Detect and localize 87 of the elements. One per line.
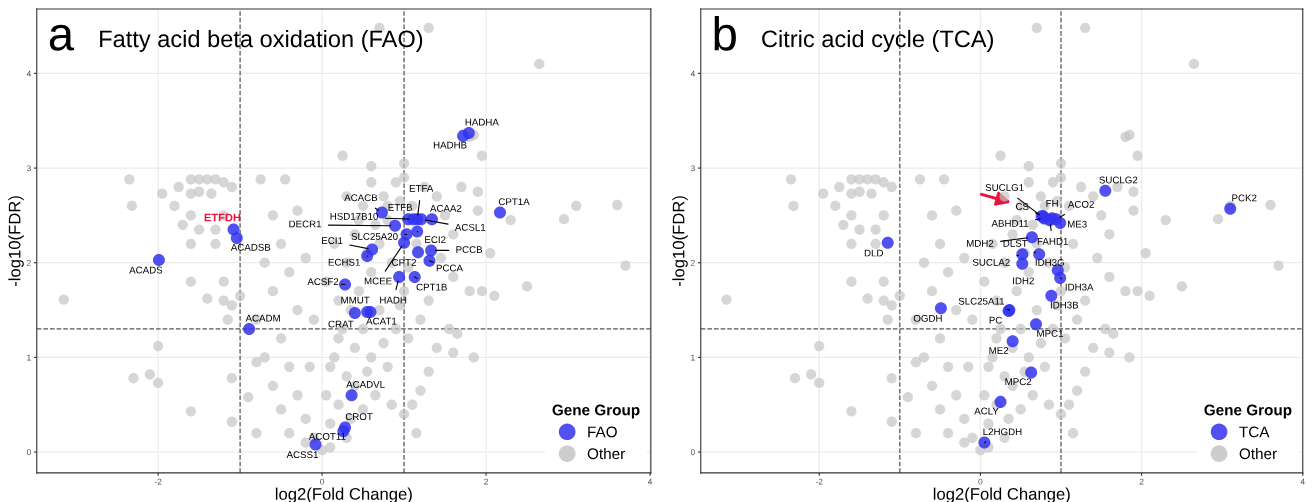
data-label: ME2 [989,347,1009,354]
y-tick-label: 3 [26,165,31,172]
data-label: CROT [345,413,373,421]
x-tick-label: 0 [978,478,983,485]
legend-title: Gene Group [552,404,640,419]
data-label: ACSS1 [286,451,318,459]
data-label: ECI2 [425,236,446,244]
data-label: PC [989,316,1002,324]
data-label: ECHS1 [328,258,360,266]
data-label: PCCA [436,264,463,272]
legend-label: FAO [588,426,617,438]
data-label: DECR1 [289,220,322,228]
data-label: ABHD11 [991,220,1029,227]
data-label: MPC2 [1005,378,1032,386]
data-label: ACADVL [346,380,385,388]
data-label: IDH3A [1065,283,1094,291]
data-label: PCK2 [1232,194,1257,202]
text: Fatty acid beta oxidation (FAO) [100,29,423,52]
data-label: FH [1046,200,1058,207]
data-label: ACOT11 [308,432,346,440]
data-label: ACO2 [1067,200,1094,208]
data-label: L2HGDH [983,428,1022,436]
y-tick-label: 0 [690,449,695,456]
data-label: DLD [864,249,883,257]
data-label: HADH [380,296,407,304]
annotation: ETFDH [204,213,241,222]
data-label: ACADS [129,266,163,274]
annotation: b [714,15,736,51]
y-tick-label: 4 [690,70,695,77]
data-label: ACSL1 [454,223,486,231]
y-tick-label: 2 [26,259,31,266]
data-label: HSD17B10 [330,212,379,220]
data-label: CPT1A [498,198,530,206]
x-tick-label: -2 [154,478,162,485]
x-tick-label: 4 [647,478,653,485]
data-label: CRAT [328,320,354,328]
y-tick-label: 0 [26,449,31,456]
data-label: IDH3B [1050,301,1079,309]
data-label: SUCLA2 [972,258,1010,266]
data-label: HADHA [465,118,499,126]
x-tick-label: 2 [1139,478,1144,485]
data-label: HADHB [433,141,467,149]
data-label: ACLY [974,407,999,415]
y-tick-label: 3 [690,165,695,172]
data-label: MPC1 [1037,329,1064,337]
data-label: ACACB [344,194,378,202]
legend-label: TCA [1239,426,1270,438]
data-label: MDH2 [967,239,994,247]
x-tick-label: 0 [320,478,325,485]
data-label: MMUT [341,296,370,304]
y-tick-label: 1 [27,354,31,361]
data-label: FAHD1 [1037,237,1068,245]
data-label: SLC25A11 [958,297,1005,305]
data-label: CPT1B [416,283,447,291]
data-label: CPT2 [392,259,416,266]
data-label: ACAA2 [430,204,462,212]
data-label: ETFB [388,204,413,211]
data-label: IDH2 [1013,277,1034,285]
data-label: ACADSB [230,243,271,251]
y-axis-title: -log10(FDR) [8,196,24,287]
x-tick-label: -2 [815,478,823,485]
legend-label: Other [1239,447,1277,460]
y-tick-label: 1 [691,354,695,361]
data-label: IDH3G [1035,259,1064,266]
y-tick-label: 2 [690,259,695,266]
legend-title: Gene Group [1204,404,1292,419]
data-label: ACADM [245,314,280,322]
data-label: SLC25A20 [351,233,398,240]
data-label: MCEE [364,277,392,285]
x-tick-label: 4 [1300,478,1305,485]
legend-label: Other [587,447,625,460]
y-tick-label: 4 [26,70,31,77]
data-label: PCCB [456,246,483,254]
text: Citric acid cycle (TCA) [762,29,993,52]
data-label: ACAT1 [366,317,397,325]
annotation: a [49,24,75,51]
data-label: SUCLG2 [1099,176,1138,184]
data-label: DLST [1003,239,1028,247]
data-label: ACSF2 [307,278,339,286]
data-label: ECI1 [322,237,343,245]
data-label: ME3 [1067,220,1087,228]
data-label: SUCLG1 [985,184,1024,191]
x-tick-label: 2 [484,478,488,485]
data-label: CS [1016,203,1029,210]
data-label: ETFA [409,185,434,192]
data-label: OGDH [913,314,942,322]
y-axis-title: -log10(FDR) [672,196,688,287]
